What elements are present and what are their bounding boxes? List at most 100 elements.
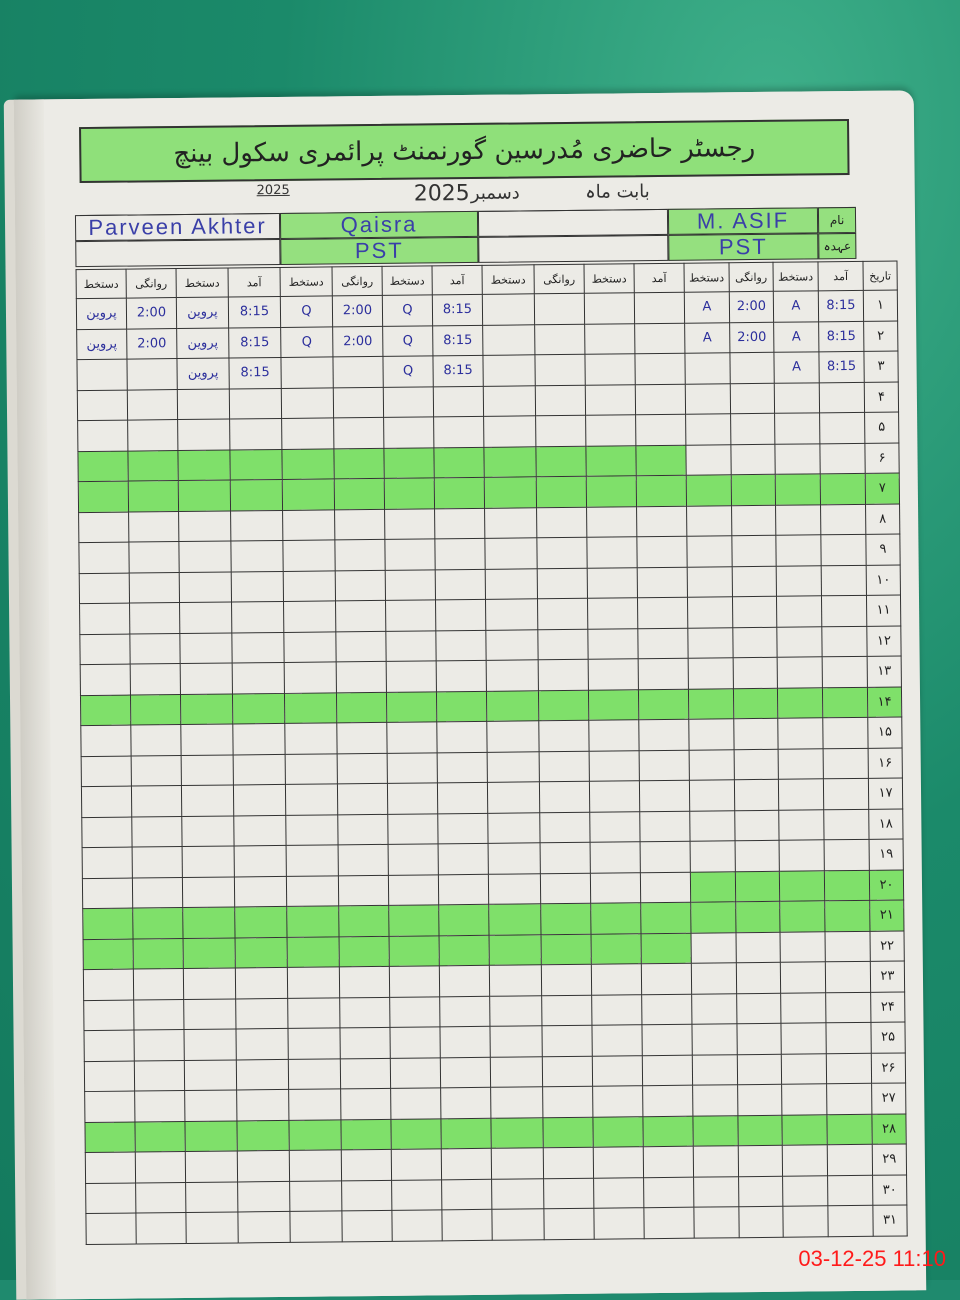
attendance-cell (592, 1055, 643, 1087)
attendance-cell (77, 420, 128, 452)
attendance-cell (285, 814, 339, 846)
attendance-cell (391, 1179, 442, 1211)
column-header: دستخط (683, 262, 730, 293)
attendance-cell (388, 874, 439, 906)
attendance-cell (80, 664, 131, 696)
attendance-cell (586, 506, 637, 538)
attendance-cell (824, 900, 870, 932)
attendance-cell (82, 847, 133, 879)
attendance-cell (730, 443, 776, 475)
attendance-cell (688, 718, 735, 750)
attendance-cell (482, 293, 535, 325)
attendance-cell (689, 779, 735, 811)
attendance-cell: A (773, 351, 820, 383)
attendance-cell (81, 755, 132, 787)
attendance-cell: پروین (76, 328, 127, 360)
attendance-cell (730, 382, 775, 414)
attendance-cell (643, 1146, 694, 1178)
attendance-cell (779, 870, 825, 902)
attendance-cell (691, 962, 737, 994)
attendance-cell (538, 689, 589, 721)
attendance-cell (284, 722, 338, 754)
date-cell: ۱۱ (866, 594, 901, 626)
attendance-cell (341, 1149, 392, 1181)
attendance-cell (641, 932, 692, 964)
attendance-cell (440, 1087, 491, 1119)
attendance-cell (587, 628, 639, 660)
attendance-cell (484, 537, 538, 569)
attendance-cell (536, 506, 587, 538)
attendance-cell (691, 932, 737, 964)
attendance-cell (782, 1205, 829, 1237)
attendance-cell (587, 567, 638, 599)
attendance-cell (486, 720, 540, 752)
attendance-cell (387, 813, 439, 845)
attendance-cell (637, 597, 688, 629)
attendance-cell (826, 1052, 872, 1084)
attendance-cell (177, 419, 230, 451)
attendance-cell (776, 626, 823, 658)
date-cell: ۱۲ (866, 625, 902, 657)
attendance-cell (434, 538, 486, 570)
attendance-cell (235, 936, 288, 968)
date-header: تاریخ (862, 261, 898, 291)
attendance-cell (233, 814, 287, 846)
column-header: آمد (633, 263, 685, 293)
attendance-cell (132, 846, 183, 878)
attendance-cell (686, 474, 732, 506)
attendance-cell (237, 1150, 290, 1182)
attendance-cell (183, 998, 236, 1030)
attendance-cell (535, 384, 586, 416)
attendance-cell (733, 718, 779, 750)
attendance-cell: A (773, 321, 819, 353)
attendance-cell (690, 901, 736, 933)
attendance-cell (539, 811, 591, 843)
attendance-cell (733, 687, 778, 719)
attendance-cell (179, 632, 233, 664)
attendance-cell (184, 1059, 237, 1091)
attendance-cell: Q (280, 326, 333, 358)
attendance-cell (778, 748, 824, 780)
attendance-cell (178, 540, 232, 573)
teacher-names: Parveen Akhter Qaisra M. ASIF نام PST PS… (74, 206, 857, 268)
attendance-cell (737, 1084, 782, 1116)
attendance-cell (537, 598, 588, 630)
attendance-cell (585, 445, 637, 477)
attendance-cell (538, 720, 590, 752)
attendance-cell (774, 382, 820, 414)
attendance-cell (340, 1057, 391, 1089)
attendance-cell (489, 934, 542, 966)
attendance-cell (780, 1022, 827, 1054)
attendance-cell (287, 936, 340, 968)
attendance-cell (780, 992, 826, 1024)
attendance-cell (592, 1116, 644, 1148)
attendance-cell (589, 811, 641, 843)
attendance-cell (333, 417, 384, 449)
attendance-cell (776, 595, 822, 627)
attendance-cell: 8:15 (228, 357, 282, 389)
designation-label: عہدہ (818, 232, 857, 260)
attendance-cell (179, 601, 232, 634)
register-page: رجسٹر حاضری مُدرسین گورنمنٹ پرائمری سکول… (13, 90, 927, 1300)
attendance-cell (734, 779, 779, 811)
attendance-cell (684, 352, 731, 384)
attendance-cell (83, 1030, 135, 1062)
attendance-cell (78, 481, 129, 513)
attendance-cell (178, 479, 231, 512)
attendance-cell (774, 443, 821, 475)
date-cell: ۵ (864, 411, 899, 443)
attendance-cell (733, 657, 778, 689)
attendance-cell (534, 354, 586, 386)
attendance-cell (738, 1175, 783, 1207)
teacher-name-4: Parveen Akhter (74, 212, 281, 242)
attendance-cell (539, 781, 590, 813)
date-cell: ۷ (865, 472, 900, 504)
attendance-cell (776, 565, 822, 597)
attendance-cell (641, 1024, 693, 1056)
attendance-cell (731, 535, 777, 567)
attendance-cell (491, 1147, 544, 1179)
attendance-cell (536, 537, 588, 569)
attendance-cell (340, 1088, 391, 1120)
attendance-cell: پروین (176, 297, 229, 329)
attendance-cell (231, 631, 285, 663)
